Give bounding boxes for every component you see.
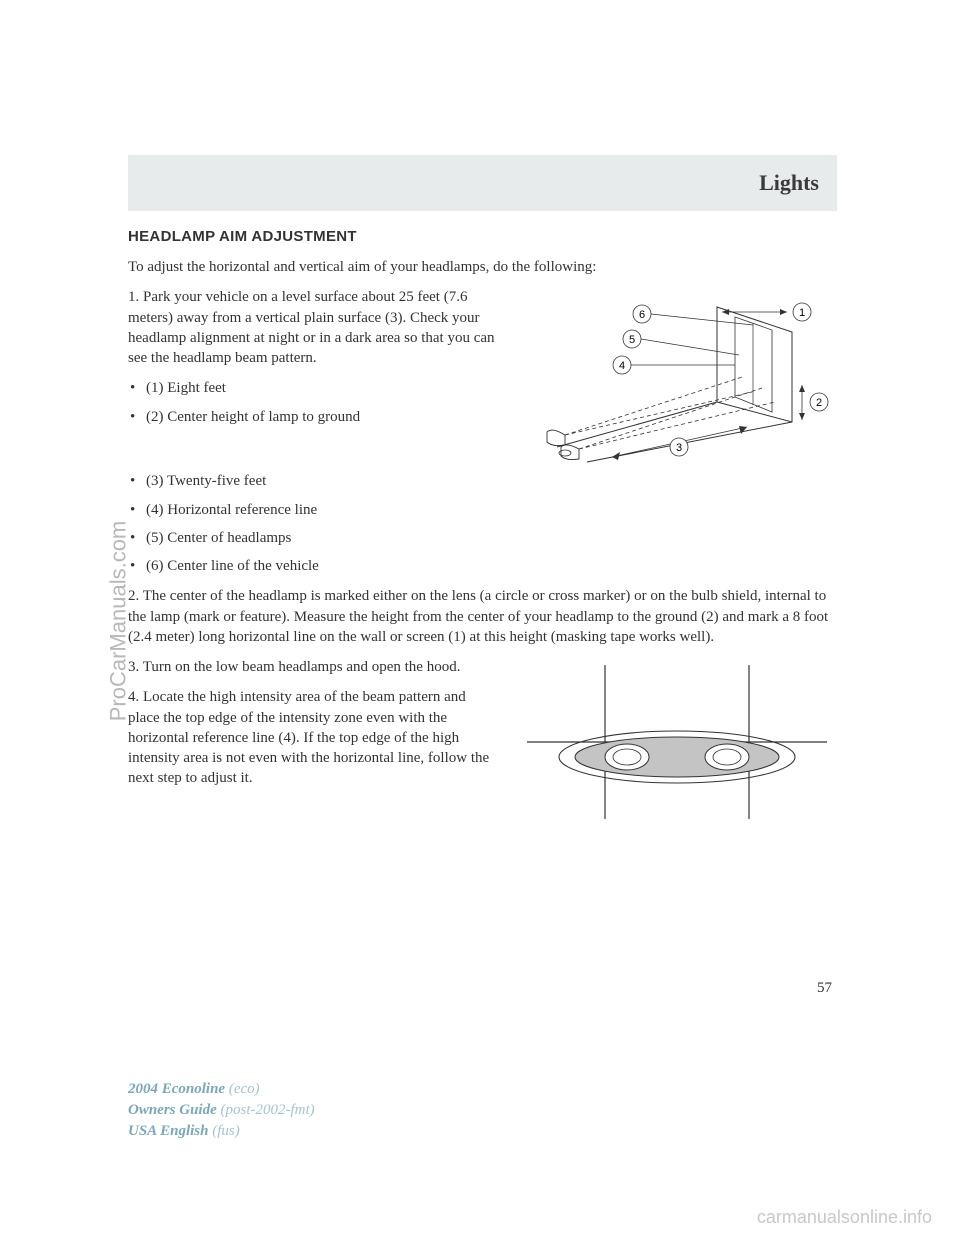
step34-block: 3. Turn on the low beam headlamps and op… [128,657,837,827]
bullet-item: (3) Twenty-five feet [128,471,837,491]
bullet-item: (1) Eight feet [128,378,497,398]
footer-line-3: USA English (fus) [128,1121,315,1142]
header-box: Lights [128,155,837,211]
label-2: 2 [816,397,822,409]
header-title: Lights [759,170,819,196]
label-3: 3 [676,442,682,454]
label-6: 6 [639,309,645,321]
beam-pattern-diagram-icon [517,657,837,827]
bullet-item: (2) Center height of lamp to ground [128,407,497,427]
headlamp-setup-diagram-icon: 1 2 3 4 5 6 [517,287,837,467]
footer-reg: (fus) [212,1123,240,1139]
footer-line-2: Owners Guide (post-2002-fmt) [128,1100,315,1121]
bullet-item: (6) Center line of the vehicle [128,556,837,576]
footer-reg: (post-2002-fmt) [221,1102,315,1118]
page-number: 57 [817,980,832,997]
watermark-bottom: carmanualsonline.info [757,1207,932,1228]
bullet-list-continued: (3) Twenty-five feet (4) Horizontal refe… [128,471,837,576]
footer-bold: Owners Guide [128,1102,217,1118]
content: HEADLAMP AIM ADJUSTMENT To adjust the ho… [128,228,837,827]
bullet-list: (1) Eight feet (2) Center height of lamp… [128,378,497,427]
label-4: 4 [619,360,625,372]
footer-reg: (eco) [229,1081,260,1097]
intro-para: To adjust the horizontal and vertical ai… [128,257,837,277]
bullet-item: (5) Center of headlamps [128,528,837,548]
step1-para: 1. Park your vehicle on a level surface … [128,287,497,368]
section-heading: HEADLAMP AIM ADJUSTMENT [128,228,837,245]
figure-2 [517,657,837,827]
watermark-left: ProCarManuals.com [105,521,131,722]
footer-line-1: 2004 Econoline (eco) [128,1079,315,1100]
footer-bold: 2004 Econoline [128,1081,225,1097]
figure-1: 1 2 3 4 5 6 [517,287,837,467]
footer: 2004 Econoline (eco) Owners Guide (post-… [128,1079,315,1142]
label-5: 5 [629,334,635,346]
footer-bold: USA English [128,1123,208,1139]
bullet-item: (4) Horizontal reference line [128,500,837,520]
step3-para: 3. Turn on the low beam headlamps and op… [128,657,497,677]
step1-block: 1. Park your vehicle on a level surface … [128,287,837,467]
step2-para: 2. The center of the headlamp is marked … [128,586,837,647]
label-1: 1 [799,307,805,319]
step4-para: 4. Locate the high intensity area of the… [128,687,497,788]
